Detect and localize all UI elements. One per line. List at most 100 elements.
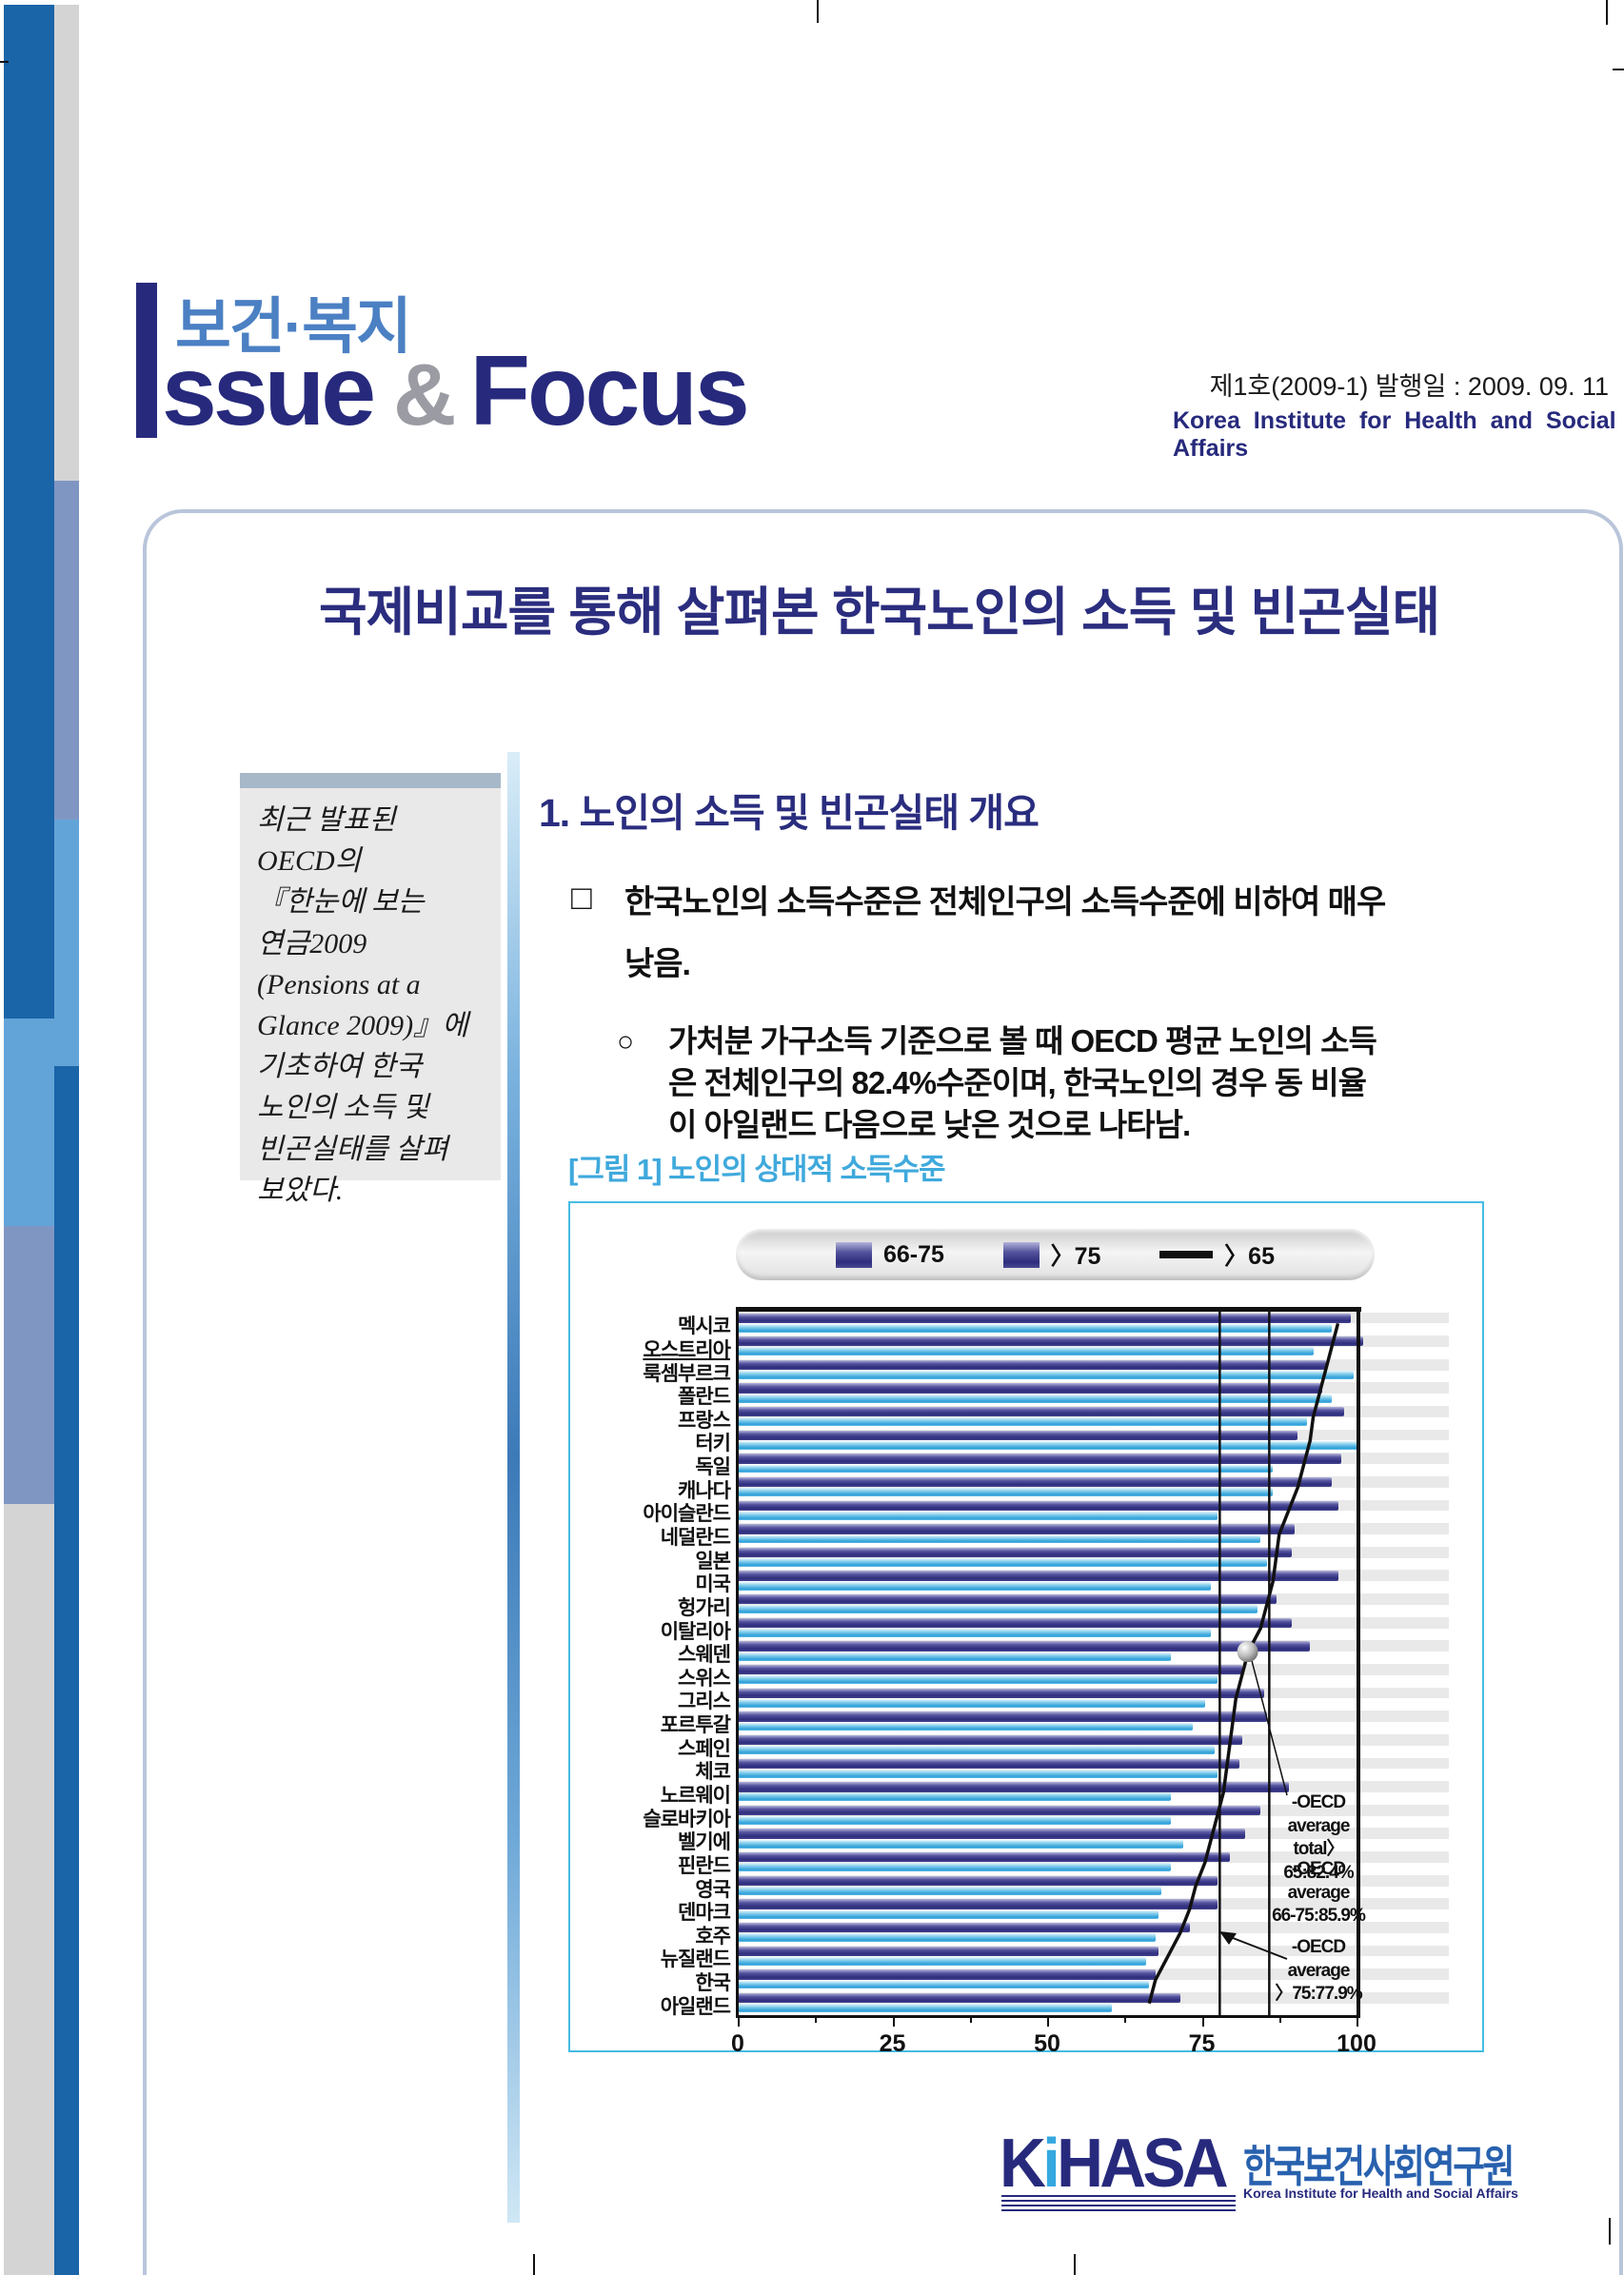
x-axis-tick [1047, 2017, 1049, 2027]
bar-66-75 [738, 1969, 1156, 1980]
crop-mark [1609, 2218, 1611, 2245]
bar-66-75 [738, 1594, 1277, 1605]
chart-country-label: 슬로바키아 [643, 1808, 731, 1830]
bar-over-75 [738, 1980, 1150, 1989]
left-stripe2-lightblue [54, 820, 79, 1066]
bar-66-75 [738, 1899, 1218, 1909]
bar-66-75 [738, 1711, 1267, 1722]
bar-over-75 [738, 1440, 1360, 1450]
masthead-focus-text: Focus [469, 336, 750, 446]
figure-caption: [그림 1] 노인의 상대적 소득수준 [568, 1153, 946, 1186]
chart-country-label: 네덜란드 [660, 1527, 731, 1550]
legend-item-over-75: 〉75 [1002, 1237, 1100, 1272]
chart-country-label: 캐나다 [678, 1479, 731, 1502]
plot-frame-right [1357, 1307, 1360, 2017]
sidebar-note-topbar [240, 773, 501, 788]
bar-66-75 [738, 1383, 1323, 1394]
bar-over-75 [738, 1464, 1274, 1474]
x-tick-label: 25 [879, 2030, 906, 2057]
bar-66-75 [738, 1641, 1311, 1652]
masthead-wordmark: ssue & Focus [162, 335, 750, 448]
chart-country-label: 터키 [695, 1433, 731, 1455]
chart-country-label: 이탈리아 [660, 1620, 731, 1643]
x-tick-label: 75 [1188, 2030, 1216, 2057]
bar-66-75 [738, 1524, 1295, 1534]
chart-country-label: 영국 [695, 1878, 731, 1901]
bar-over-75 [738, 1816, 1171, 1825]
masthead-korean-brand: 보건·복지 [175, 292, 412, 361]
left-stripe-gray [4, 1504, 54, 2275]
bar-over-75 [738, 1933, 1156, 1943]
chart-country-label: 폴란드 [678, 1386, 731, 1409]
sidebar-note-box [240, 788, 501, 1180]
bar-66-75 [738, 1454, 1341, 1464]
crop-mark [533, 2254, 535, 2275]
footer-org-english: Korea Institute for Health and Social Af… [1243, 2186, 1518, 2201]
chart-country-label: 호주 [695, 1925, 731, 1948]
bar-66-75 [738, 1992, 1180, 2004]
crop-mark [1613, 69, 1624, 70]
sidebar-note-text: 최근 발표된 OECD의 『한눈에 보는 연금2009 (Pensions at… [257, 804, 468, 1206]
bar-66-75 [738, 1617, 1292, 1629]
chart-country-label: 노르웨이 [660, 1784, 731, 1807]
bar-66-75 [738, 1805, 1261, 1816]
bar-over-75 [738, 1887, 1162, 1895]
x-axis-tick [738, 2017, 740, 2027]
bar-over-75 [738, 2004, 1113, 2013]
left-stripe-grayblue [4, 1226, 54, 1504]
paragraph-2: 가처분 가구소득 기준으로 볼 때 OECD 평균 노인의 소득 은 전체인구의… [668, 1023, 1377, 1143]
bar-66-75 [738, 1734, 1242, 1746]
chart-country-label: 덴마크 [678, 1902, 731, 1925]
chart-country-label: 뉴질랜드 [660, 1949, 731, 1971]
section-divider-rule [507, 752, 520, 2223]
kihasa-logo: KiHASA [1000, 2125, 1229, 2203]
bar-over-75 [738, 1488, 1274, 1497]
bar-over-75 [738, 1792, 1171, 1802]
oecd-average-annotation-3: -OECD average 〉75:77.9% [1275, 1937, 1362, 2005]
bar-66-75 [738, 1430, 1298, 1440]
chart-country-label: 미국 [695, 1573, 731, 1596]
masthead-org-english: Korea Institute for Health and Social Af… [1173, 407, 1616, 462]
bar-66-75 [738, 1875, 1218, 1887]
legend-label-over-65: 〉65 [1224, 1243, 1275, 1270]
bar-66-75 [738, 1336, 1363, 1347]
bar-66-75 [738, 1407, 1344, 1417]
footer-org-korean: 한국보건사회연구원 [1243, 2142, 1515, 2191]
x-tick-label: 50 [1034, 2030, 1060, 2057]
square-bullet: □ [571, 878, 592, 917]
legend-item-66-75: 66-75 [836, 1241, 944, 1269]
chart-country-label: 체코 [695, 1761, 731, 1784]
bar-66-75 [738, 1758, 1239, 1769]
bar-over-75 [738, 1675, 1218, 1685]
chart-country-label: 벨기에 [678, 1831, 731, 1854]
chart-country-label: 스페인 [678, 1737, 731, 1760]
left-stripe-lightblue [4, 1019, 54, 1226]
bar-66-75 [738, 1665, 1242, 1675]
bar-66-75 [738, 1359, 1326, 1371]
bar-over-75 [738, 1863, 1171, 1872]
left-stripe-blue [4, 5, 54, 1019]
chart-country-label: 아일랜드 [660, 1995, 731, 2018]
crop-mark [1074, 2254, 1076, 2275]
bar-over-75 [738, 1417, 1307, 1427]
chart-country-label: 아이슬란드 [643, 1503, 731, 1526]
chart-country-label: 한국 [695, 1972, 731, 1995]
chart-country-label: 포르투갈 [660, 1714, 731, 1737]
bar-over-75 [738, 1371, 1354, 1379]
chart-country-label: 일본 [695, 1550, 731, 1573]
bar-66-75 [738, 1476, 1332, 1488]
legend-line-swatch-over-65 [1159, 1251, 1214, 1258]
bar-over-75 [738, 1839, 1183, 1849]
bar-66-75 [738, 1547, 1292, 1558]
plot-frame-top [736, 1307, 1361, 1312]
legend-label-66-75: 66-75 [883, 1240, 944, 1268]
bar-over-75 [738, 1394, 1332, 1403]
bar-66-75 [738, 1313, 1351, 1323]
plot-axis-left [736, 1307, 739, 2017]
chart-country-label: 프랑스 [678, 1409, 731, 1432]
crop-mark [817, 0, 819, 23]
bar-over-75 [738, 1581, 1212, 1591]
kihasa-logo-rest: HASA [1057, 2126, 1228, 2202]
bar-over-75 [738, 1722, 1193, 1731]
